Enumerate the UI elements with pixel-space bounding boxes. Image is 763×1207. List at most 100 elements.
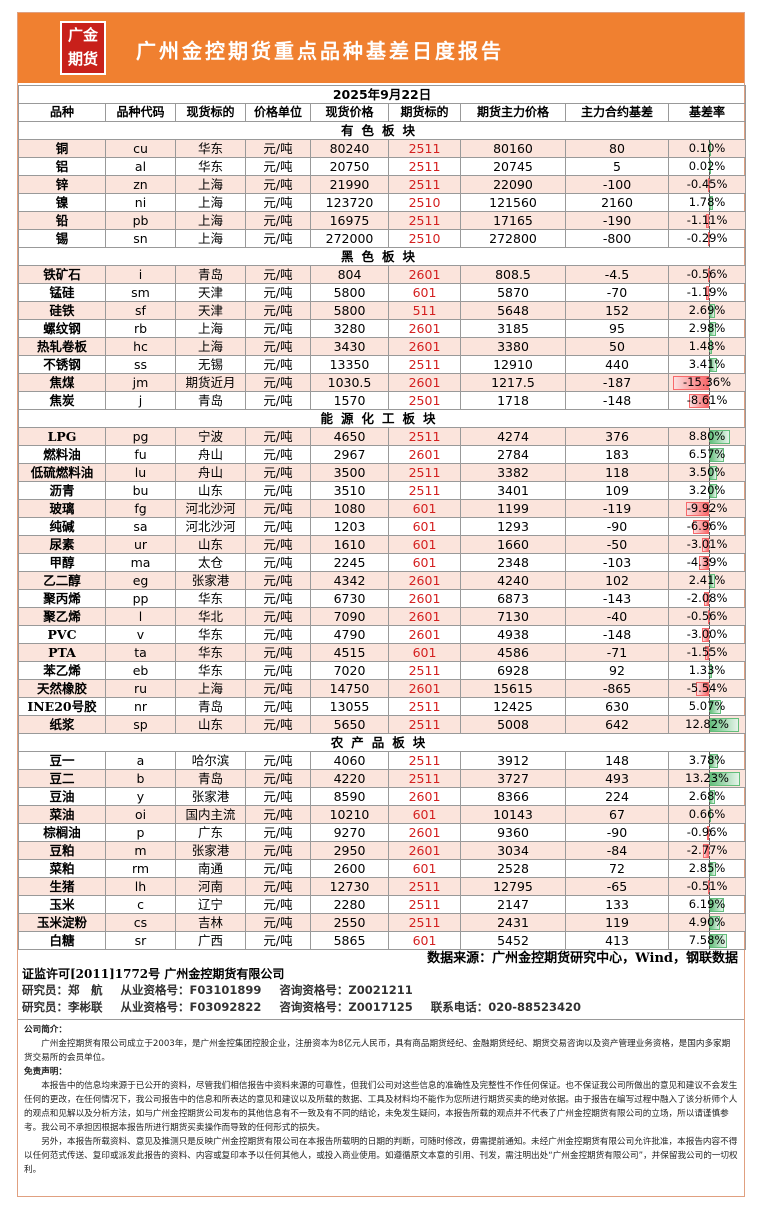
cell: 铝 [18,157,106,176]
cell: 2511 [388,157,461,176]
rate-cell: -2.08% [667,589,747,608]
cell: 元/吨 [245,211,311,230]
data-row: 铜 cu 华东 元/吨 80240 2511 80160 80 0.10% [18,139,747,158]
cell: 12910 [460,355,566,374]
rate-cell: -2.77% [667,841,747,860]
data-row: 不锈钢 ss 无锡 元/吨 13350 2511 12910 440 3.41% [18,355,747,374]
cell: 6928 [460,661,566,680]
rate-wrap: -1.19% [670,284,745,301]
cell: -4.5 [565,265,669,284]
cell: 121560 [460,193,566,212]
cell: 元/吨 [245,823,311,842]
data-row: 豆一 a 哈尔滨 元/吨 4060 2511 3912 148 3.78% [18,751,747,770]
rate-text: 0.66% [688,807,726,821]
rate-text: 13.23% [685,771,729,785]
rate-cell: 3.78% [667,751,747,770]
cell: 12730 [310,877,389,896]
axis-line [709,842,710,859]
cell: 2511 [388,913,461,932]
cell: 2967 [310,445,389,464]
cell: 元/吨 [245,445,311,464]
data-row: 乙二醇 eg 张家港 元/吨 4342 2601 4240 102 2.41% [18,571,747,590]
cell: 5 [565,157,669,176]
cell: 95 [565,319,669,338]
logo-text: 广金 [67,26,98,44]
cell: 期货近月 [175,373,246,392]
cell: 元/吨 [245,481,311,500]
axis-line [709,680,710,697]
cell: 3380 [460,337,566,356]
data-row: 燃料油 fu 舟山 元/吨 2967 2601 2784 183 6.57% [18,445,747,464]
cell: 20750 [310,157,389,176]
disclaimer-text: 另外，本报告所载资料、意见及推测只是反映广州金控期货有限公司在本报告所载明的日期… [24,1137,738,1175]
cell: 2511 [388,355,461,374]
rate-wrap: 3.78% [670,752,745,769]
cell: 2601 [388,841,461,860]
data-row: 生猪 lh 河南 元/吨 12730 2511 12795 -65 -0.51% [18,877,747,896]
cell: j [105,391,176,410]
rate-text: -0.51% [686,879,728,893]
cell: 铁矿石 [18,265,106,284]
data-row: 热轧卷板 hc 上海 元/吨 3430 2601 3380 50 1.48% [18,337,747,356]
cell: 广东 [175,823,246,842]
cell: 元/吨 [245,859,311,878]
rate-text: -5.54% [686,681,728,695]
data-row: 锡 sn 上海 元/吨 272000 2510 272800 -800 -0.29% [18,229,747,248]
cell: 沥青 [18,481,106,500]
report-date: 2025年9月22日 [17,85,747,104]
cell: 2511 [388,751,461,770]
data-row: 铁矿石 i 青岛 元/吨 804 2601 808.5 -4.5 -0.56% [18,265,747,284]
cell: 376 [565,427,669,446]
cell: 尿素 [18,535,106,554]
rate-text: -9.92% [686,501,728,515]
cell: 元/吨 [245,931,311,950]
cell: 4220 [310,769,389,788]
cell: -148 [565,391,669,410]
cell: 2511 [388,715,461,734]
cell: 锰硅 [18,283,106,302]
column-header: 期货主力价格 [460,103,566,122]
axis-line [709,716,710,733]
cell: 上海 [175,337,246,356]
cell: 元/吨 [245,553,311,572]
cell: 元/吨 [245,697,311,716]
rate-cell: 1.78% [667,193,747,212]
rate-cell: -1.55% [667,643,747,662]
cell: 锡 [18,229,106,248]
cell: 642 [565,715,669,734]
cell: zn [105,175,176,194]
cell: 舟山 [175,445,246,464]
cell: 2601 [388,625,461,644]
cell: y [105,787,176,806]
cell: cs [105,913,176,932]
cell: 13055 [310,697,389,716]
cell: 808.5 [460,265,566,284]
rate-cell: -3.01% [667,535,747,554]
data-row: 菜油 oi 国内主流 元/吨 10210 601 10143 67 0.66% [18,805,747,824]
axis-line [709,662,710,679]
cell: 493 [565,769,669,788]
cell: -70 [565,283,669,302]
axis-line [709,212,710,229]
cell: 元/吨 [245,571,311,590]
cell: 元/吨 [245,319,311,338]
cell: 4240 [460,571,566,590]
cell: 元/吨 [245,517,311,536]
rate-wrap: -2.77% [670,842,745,859]
cell: 吉林 [175,913,246,932]
cell: PTA [18,643,106,662]
cell: 2550 [310,913,389,932]
cell: 元/吨 [245,373,311,392]
rate-text: -8.61% [686,393,728,407]
rate-wrap: 2.41% [670,572,745,589]
cell: 元/吨 [245,679,311,698]
cell: 2600 [310,859,389,878]
rate-text: 1.33% [688,663,726,677]
cell: 豆粕 [18,841,106,860]
cell: 123720 [310,193,389,212]
cell: 6730 [310,589,389,608]
header-row: 品种 品种代码 现货标的 价格单位 现货价格 期货标的 期货主力价格 主力合约基差 基差率 [18,103,747,122]
cell: oi [105,805,176,824]
cell: 上海 [175,211,246,230]
rate-bar [696,682,709,696]
